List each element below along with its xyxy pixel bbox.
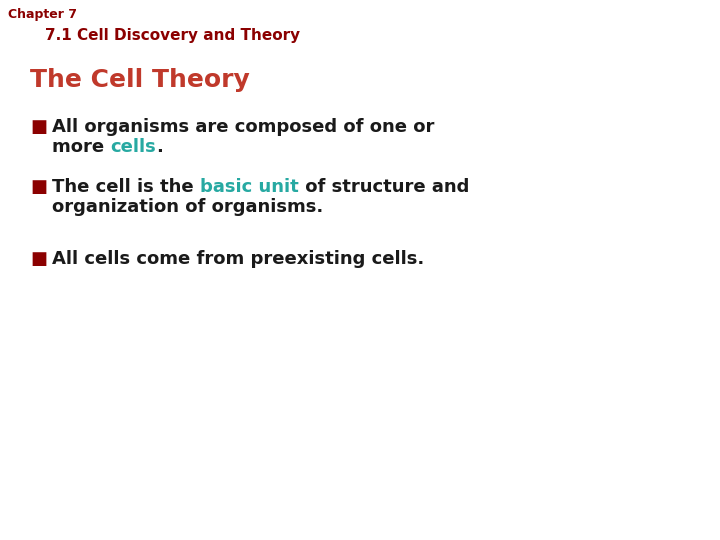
Text: The cell is the: The cell is the	[52, 178, 200, 196]
Text: of structure and: of structure and	[299, 178, 469, 196]
Text: 7.1 Cell Discovery and Theory: 7.1 Cell Discovery and Theory	[45, 28, 300, 43]
Text: ■: ■	[30, 118, 47, 136]
Text: All cells come from preexisting cells.: All cells come from preexisting cells.	[52, 250, 424, 268]
Text: organization of organisms.: organization of organisms.	[52, 198, 323, 216]
Text: ■: ■	[30, 250, 47, 268]
Text: .: .	[156, 138, 163, 156]
Text: The Cell Theory: The Cell Theory	[30, 68, 250, 92]
Text: ■: ■	[30, 178, 47, 196]
Text: more: more	[52, 138, 110, 156]
Text: cells: cells	[110, 138, 156, 156]
Text: basic unit: basic unit	[200, 178, 299, 196]
Text: Chapter 7: Chapter 7	[8, 8, 77, 21]
Text: All organisms are composed of one or: All organisms are composed of one or	[52, 118, 434, 136]
